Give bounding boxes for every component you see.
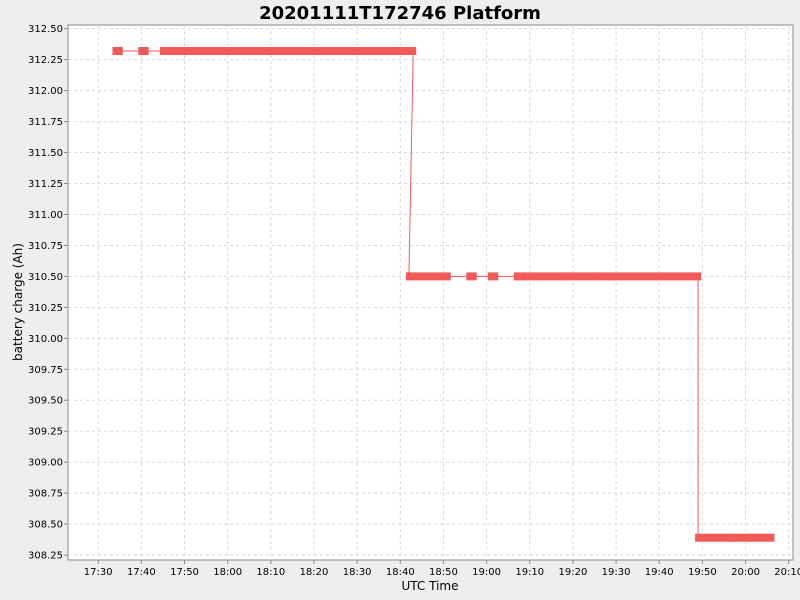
y-tick-label: 309.50	[28, 396, 63, 407]
y-axis-label: battery charge (Ah)	[11, 243, 25, 361]
x-tick-label: 17:30	[84, 567, 113, 578]
x-axis: 17:30 17:40 17:50 18:00 18:10 18:20 18:30 18:40…	[84, 560, 800, 578]
data-point-run	[729, 533, 753, 542]
data-point-run	[112, 47, 123, 56]
y-tick-label: 308.50	[28, 520, 63, 531]
data-point-run	[591, 272, 702, 281]
x-tick-label: 19:40	[645, 567, 674, 578]
x-tick-label: 17:50	[170, 567, 199, 578]
data-point-run	[466, 272, 477, 281]
x-tick-label: 17:40	[127, 567, 156, 578]
data-point-run	[138, 47, 149, 56]
x-axis-label: UTC Time	[402, 579, 459, 593]
y-tick-label: 308.25	[28, 551, 63, 562]
x-tick-label: 18:50	[429, 567, 458, 578]
data-point-run	[522, 272, 568, 281]
series	[112, 47, 775, 542]
x-tick-label: 18:20	[300, 567, 329, 578]
y-tick-label: 309.75	[28, 365, 63, 376]
x-tick-label: 18:00	[213, 567, 242, 578]
x-tick-label: 19:00	[472, 567, 501, 578]
y-tick-label: 311.75	[28, 117, 63, 128]
data-point-run	[513, 272, 525, 281]
x-tick-label: 19:30	[602, 567, 631, 578]
grid	[68, 25, 793, 560]
y-tick-label: 311.50	[28, 148, 63, 159]
y-tick-label: 312.25	[28, 55, 63, 66]
y-tick-label: 311.00	[28, 210, 63, 221]
y-tick-label: 312.00	[28, 86, 63, 97]
x-tick-label: 19:50	[688, 567, 717, 578]
data-point-run	[487, 272, 499, 281]
plot-area	[67, 24, 794, 561]
y-tick-label: 312.50	[28, 24, 63, 35]
x-tick-label: 19:10	[515, 567, 544, 578]
chart-title: 20201111T172746 Platform	[259, 3, 541, 24]
data-point-run	[159, 47, 417, 56]
y-tick-label: 309.25	[28, 427, 63, 438]
y-tick-label: 308.75	[28, 489, 63, 500]
y-tick-label: 311.25	[28, 179, 63, 190]
x-tick-label: 20:10	[774, 567, 800, 578]
y-tick-label: 310.00	[28, 334, 63, 345]
y-tick-label: 310.25	[28, 303, 63, 314]
y-tick-label: 310.50	[28, 272, 63, 283]
data-point-run	[759, 533, 775, 542]
x-tick-label: 18:10	[256, 567, 285, 578]
x-tick-label: 18:30	[343, 567, 372, 578]
series-layer	[112, 47, 775, 542]
y-tick-label: 309.00	[28, 458, 63, 469]
x-tick-label: 18:40	[386, 567, 415, 578]
x-tick-label: 19:20	[558, 567, 587, 578]
data-point-run	[565, 272, 594, 281]
data-point-run	[695, 533, 736, 542]
data-point-run	[746, 533, 762, 542]
y-tick-label: 310.75	[28, 241, 63, 252]
x-tick-label: 20:00	[731, 567, 760, 578]
y-axis: 312.50 312.25 312.00 311.75 311.50 311.25 311.…	[28, 24, 68, 562]
data-point-run	[405, 272, 451, 281]
